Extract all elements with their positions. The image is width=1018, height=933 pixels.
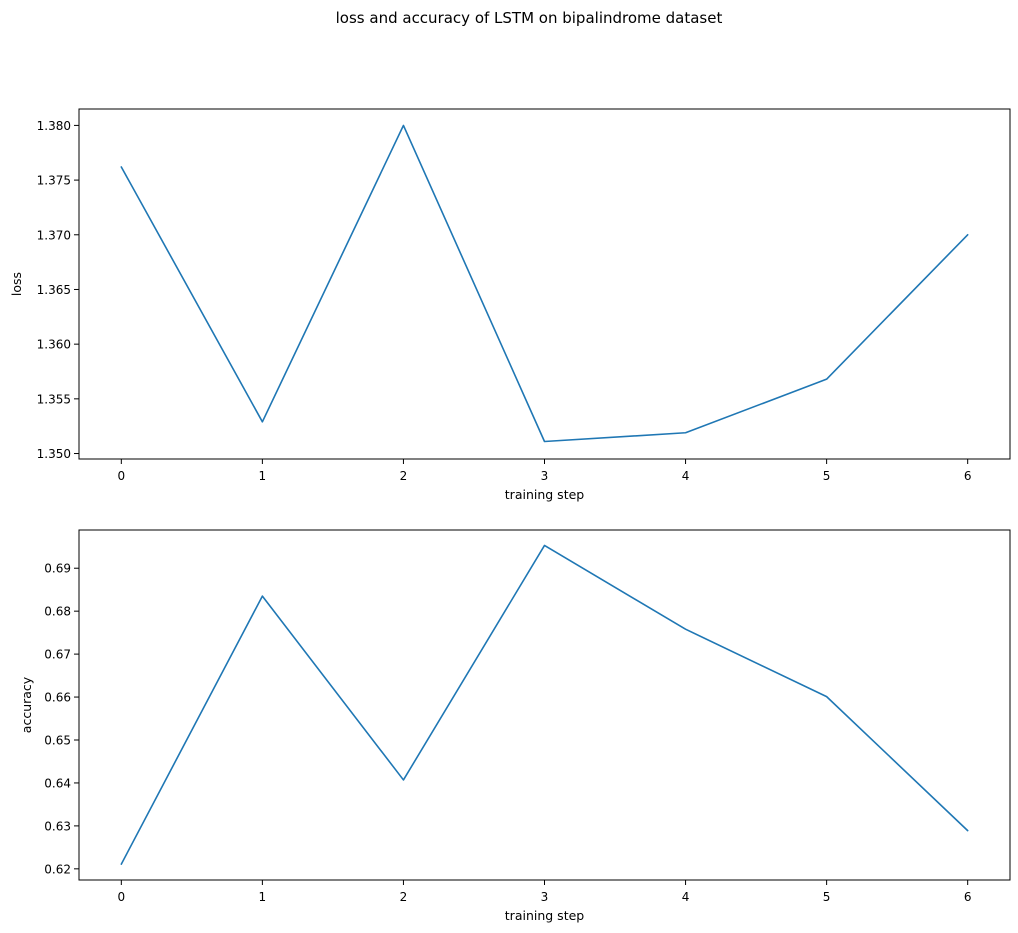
loss-chart-xtick-label: 2 bbox=[400, 469, 408, 483]
accuracy-chart-xtick-label: 4 bbox=[682, 890, 690, 904]
loss-chart-series-line bbox=[120, 124, 969, 443]
loss-chart: loss training step 0 1 2 3 4 5 6 1.350 1.355 1.36… bbox=[9, 108, 1011, 502]
loss-chart-ytick-label: 1.350 bbox=[37, 447, 71, 461]
accuracy-chart-xtick-label: 5 bbox=[823, 890, 831, 904]
loss-chart-ytick-label: 1.370 bbox=[37, 228, 71, 242]
accuracy-chart-xtick-label: 6 bbox=[964, 890, 972, 904]
loss-chart-ytick-label: 1.375 bbox=[37, 174, 71, 188]
loss-chart-xtick-label: 5 bbox=[823, 469, 831, 483]
accuracy-chart-ytick-label: 0.63 bbox=[44, 819, 71, 833]
accuracy-chart-xlabel: training step bbox=[505, 908, 585, 923]
loss-chart-ytick-label: 1.355 bbox=[37, 392, 71, 406]
accuracy-chart-ytick-label: 0.68 bbox=[44, 605, 71, 619]
accuracy-chart-xtick-label: 3 bbox=[541, 890, 549, 904]
accuracy-chart-ytick-label: 0.64 bbox=[44, 776, 71, 790]
accuracy-chart-xtick-label: 1 bbox=[259, 890, 267, 904]
accuracy-chart-ytick-label: 0.67 bbox=[44, 648, 71, 662]
loss-chart-ylabel: loss bbox=[9, 272, 24, 296]
loss-chart-xlabel: training step bbox=[505, 487, 585, 502]
accuracy-chart-ylabel: accuracy bbox=[19, 676, 34, 733]
loss-chart-xtick-label: 1 bbox=[259, 469, 267, 483]
loss-chart-ytick-label: 1.365 bbox=[37, 283, 71, 297]
accuracy-chart-xtick-label: 0 bbox=[117, 890, 125, 904]
loss-chart-ytick-label: 1.360 bbox=[37, 338, 71, 352]
loss-chart-xtick-label: 4 bbox=[682, 469, 690, 483]
loss-chart-ytick-label: 1.380 bbox=[37, 119, 71, 133]
accuracy-chart: accuracy training step 0 1 2 3 4 5 6 0.62 0.63 0.… bbox=[19, 529, 1011, 923]
accuracy-chart-series-line bbox=[120, 544, 969, 865]
accuracy-chart-ytick-label: 0.65 bbox=[44, 734, 71, 748]
accuracy-chart-frame bbox=[78, 529, 1011, 881]
accuracy-chart-ytick-label: 0.62 bbox=[44, 862, 71, 876]
accuracy-chart-ytick-label: 0.66 bbox=[44, 691, 71, 705]
loss-chart-xtick-label: 3 bbox=[541, 469, 549, 483]
loss-chart-xtick-label: 6 bbox=[964, 469, 972, 483]
accuracy-chart-ytick-label: 0.69 bbox=[44, 562, 71, 576]
figure-title: loss and accuracy of LSTM on bipalindrom… bbox=[336, 9, 723, 27]
accuracy-chart-xtick-label: 2 bbox=[400, 890, 408, 904]
loss-chart-xtick-label: 0 bbox=[117, 469, 125, 483]
loss-chart-frame bbox=[78, 108, 1011, 460]
